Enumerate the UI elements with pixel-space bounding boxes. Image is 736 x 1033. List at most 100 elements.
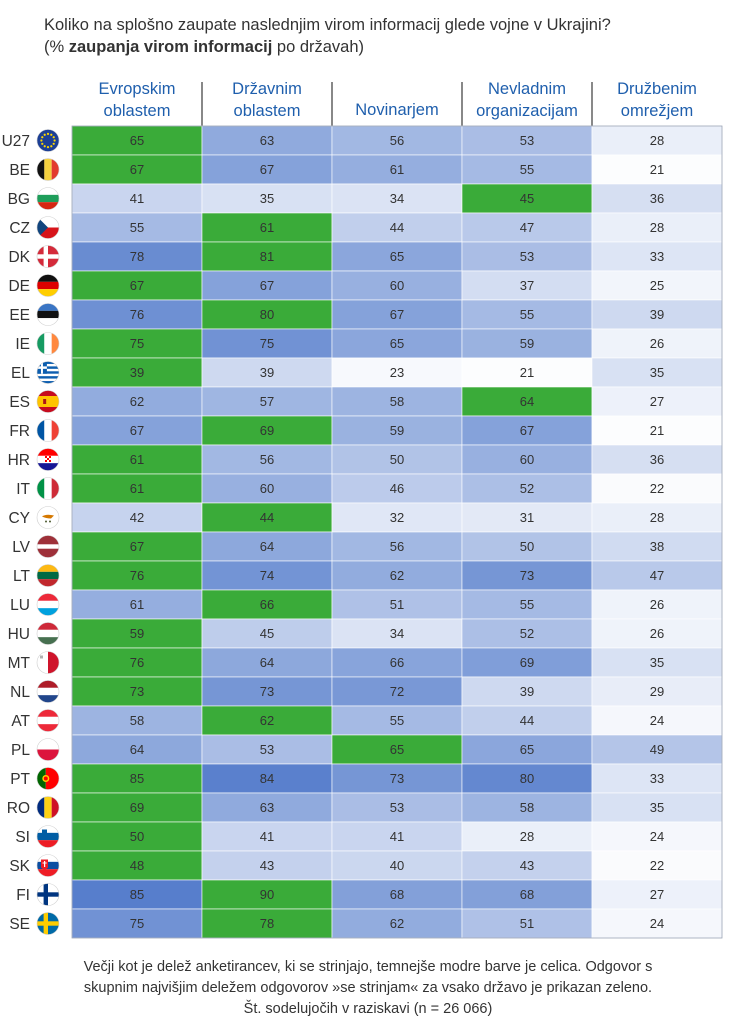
country-code-label: LU [10,597,30,614]
table-cell [201,618,333,649]
cell-value: 78 [260,916,274,931]
cell-value: 47 [520,220,534,235]
table-cell [461,850,593,881]
cell-value: 25 [650,278,664,293]
title-suffix: po državah) [272,38,365,56]
cell-value: 65 [390,336,404,351]
table-cell [591,908,723,939]
cyprus-flag-icon [36,506,60,529]
cell-value: 76 [130,568,144,583]
cell-value: 28 [650,510,664,525]
table-cell [461,444,593,475]
cell-value: 51 [390,597,404,612]
country-code-label: DE [8,278,30,295]
column-header-2: oblastem [234,102,301,120]
table-cell [71,705,203,736]
estonia-flag-icon [36,303,60,326]
country-code-label: FI [16,887,30,904]
cell-value: 23 [390,365,404,380]
table-cell [201,560,333,591]
czechia-flag-icon [36,216,60,239]
table-cell [331,705,463,736]
bulgaria-flag-icon [36,187,60,210]
cell-value: 55 [390,713,404,728]
country-code-label: DK [8,249,30,266]
title-bold: zaupanja virom informacij [68,38,273,56]
table-cell [201,792,333,823]
column-header-5: omrežjem [621,102,693,120]
table-cell [461,821,593,852]
table-cell [331,357,463,388]
cell-value: 39 [520,684,534,699]
cell-value: 67 [130,278,144,293]
cell-value: 67 [520,423,534,438]
table-cell [201,241,333,272]
table-cell [331,618,463,649]
table-cell [71,589,203,620]
cell-value: 57 [260,394,274,409]
country-code-label: U27 [2,133,30,150]
cell-value: 58 [520,800,534,815]
footnote-line-3: Št. sodelujočih v raziskavi (n = 26 066) [243,1001,493,1017]
country-code-label: LV [12,539,30,556]
cell-value: 69 [260,423,274,438]
cell-value: 67 [130,539,144,554]
table-cell [331,502,463,533]
table-cell [591,531,723,562]
table-cell [461,676,593,707]
cell-value: 69 [520,655,534,670]
cell-value: 90 [260,887,274,902]
table-cell [71,821,203,852]
table-cell [461,415,593,446]
cell-value: 41 [130,191,144,206]
cell-value: 64 [520,394,534,409]
cell-value: 24 [650,713,664,728]
lithuania-flag-icon [36,564,60,587]
italy-flag-icon [36,477,60,500]
cell-value: 56 [390,133,404,148]
table-cell [71,357,203,388]
table-cell [201,879,333,910]
column-header-5: Družbenim [617,80,697,98]
table-cell [591,792,723,823]
spain-flag-icon [36,390,60,413]
cell-value: 52 [520,626,534,641]
cell-value: 42 [130,510,144,525]
cell-value: 61 [130,452,144,467]
cell-value: 21 [650,162,664,177]
table-cell [591,647,723,678]
cell-value: 69 [130,800,144,815]
country-code-label: PL [11,742,30,759]
latvia-flag-icon [36,535,60,558]
cell-value: 50 [130,829,144,844]
poland-flag-icon [36,738,60,761]
table-cell [201,763,333,794]
cell-value: 35 [650,365,664,380]
table-cell [71,618,203,649]
table-cell [71,299,203,330]
cell-value: 85 [130,887,144,902]
cell-value: 73 [390,771,404,786]
country-code-label: BE [9,162,30,179]
cell-value: 33 [650,771,664,786]
country-code-label: EE [9,307,30,324]
cell-value: 72 [390,684,404,699]
cell-value: 61 [260,220,274,235]
table-cell [331,154,463,185]
country-code-label: SK [9,858,30,875]
cell-value: 67 [130,162,144,177]
table-cell [591,154,723,185]
table-cell [331,560,463,591]
cell-value: 59 [390,423,404,438]
cell-value: 44 [390,220,404,235]
table-cell [201,647,333,678]
cell-value: 43 [260,858,274,873]
cell-value: 65 [520,742,534,757]
table-cell [71,154,203,185]
cell-value: 47 [650,568,664,583]
cell-value: 62 [260,713,274,728]
cell-value: 39 [130,365,144,380]
table-cell [591,763,723,794]
table-cell [331,908,463,939]
table-cell [331,589,463,620]
